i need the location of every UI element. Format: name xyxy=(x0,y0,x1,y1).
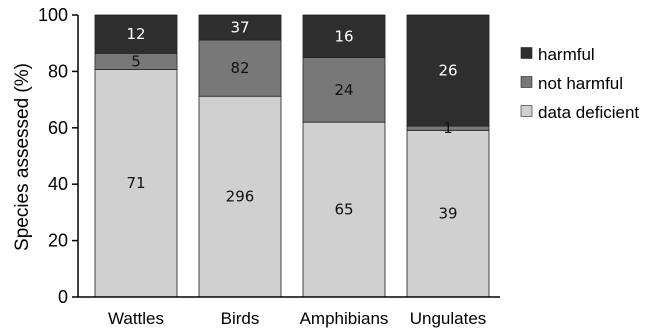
bar-segment-not-harmful xyxy=(302,57,386,123)
y-tick-label: 100 xyxy=(38,5,68,25)
y-tick-label: 0 xyxy=(58,287,68,307)
legend-label: data deficient xyxy=(538,103,639,122)
y-tick-label: 80 xyxy=(48,61,68,81)
segment-value-label: 26 xyxy=(438,62,457,80)
x-tick-label: Birds xyxy=(221,309,260,328)
bars xyxy=(94,14,490,298)
bar-segment-not-harmful xyxy=(198,39,282,97)
segment-value-label: 12 xyxy=(126,25,145,43)
segment-value-label: 71 xyxy=(126,174,145,192)
x-tick-labels: Wattles Birds Amphibians Ungulates xyxy=(108,309,486,328)
legend-swatch xyxy=(520,47,533,59)
segment-value-label: 1 xyxy=(443,119,453,137)
y-axis-title: Species assessed (%) xyxy=(12,63,33,251)
segment-value-label: 82 xyxy=(230,59,249,77)
y-tick-label: 60 xyxy=(48,118,68,138)
legend-label: harmful xyxy=(538,45,595,64)
bar-segment-harmful xyxy=(198,14,282,41)
bar-segment-harmful xyxy=(94,14,178,54)
plot-area: 71 5 12 296 82 37 65 24 16 39 1 26 0 20 40 60 80 100 Wat… xyxy=(38,5,500,328)
y-tick-label: 40 xyxy=(48,174,68,194)
segment-labels: 71 5 12 296 82 37 65 24 16 39 1 26 xyxy=(126,19,457,223)
y-axis: 0 20 40 60 80 100 xyxy=(38,5,500,307)
y-tick-label: 20 xyxy=(48,231,68,251)
x-tick-label: Ungulates xyxy=(410,309,487,328)
y-ticks: 0 20 40 60 80 100 xyxy=(38,5,78,307)
bar-segment-data-deficient xyxy=(198,95,282,298)
segment-value-label: 5 xyxy=(131,52,141,70)
segment-value-label: 24 xyxy=(334,81,353,99)
legend-label: not harmful xyxy=(538,74,623,93)
legend-swatch xyxy=(520,105,533,117)
bar-segment-harmful xyxy=(406,14,490,127)
legend-swatch xyxy=(520,76,533,88)
segment-value-label: 39 xyxy=(438,205,457,223)
segment-value-label: 65 xyxy=(334,201,353,219)
segment-value-label: 16 xyxy=(334,27,353,45)
bar-segment-harmful xyxy=(302,14,386,58)
legend: harmful not harmful data deficient xyxy=(520,45,639,122)
segment-value-label: 37 xyxy=(230,19,249,37)
bar-segment-data-deficient xyxy=(406,129,490,298)
bar-segment-data-deficient xyxy=(94,69,178,298)
x-tick-label: Wattles xyxy=(108,309,164,328)
x-tick-label: Amphibians xyxy=(300,309,389,328)
segment-value-label: 296 xyxy=(226,188,255,206)
